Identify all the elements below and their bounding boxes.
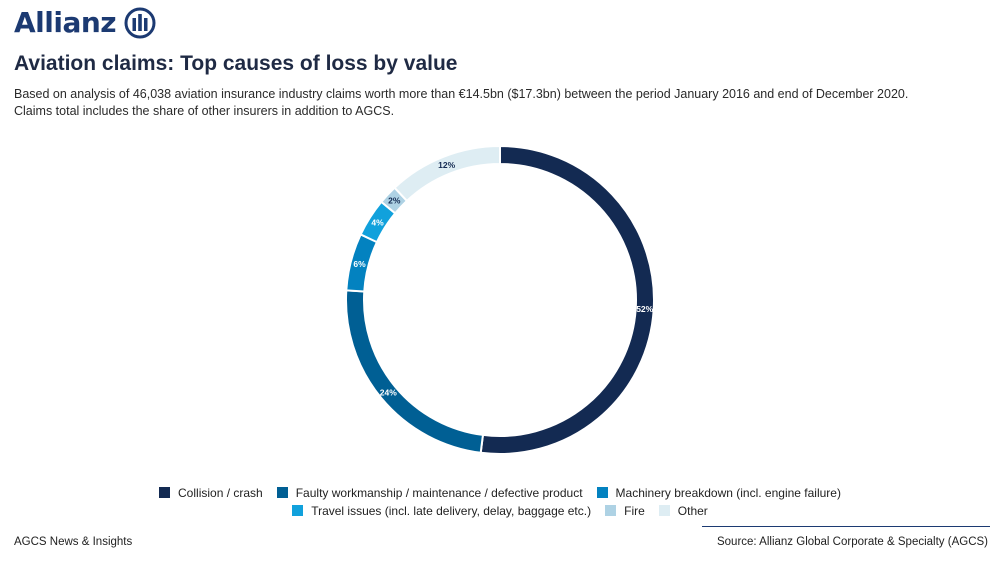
footer-publisher: AGCS News & Insights	[14, 536, 133, 548]
chart-title: Aviation claims: Top causes of loss by v…	[14, 52, 458, 75]
subtitle-line-2: Claims total includes the share of other…	[14, 104, 395, 118]
allianz-eagle-icon	[124, 7, 156, 38]
donut-slice	[345, 289, 485, 454]
subtitle-line-1: Based on analysis of 46,038 aviation ins…	[14, 87, 909, 101]
brand-logo: Allianz	[14, 6, 156, 39]
slice-data-label: 6%	[353, 259, 366, 269]
donut-slice	[393, 144, 501, 203]
brand-name: Allianz	[14, 6, 117, 39]
legend-item-travel-issues: Travel issues (incl. late delivery, dela…	[292, 502, 591, 519]
legend-item-collision: Collision / crash	[159, 484, 263, 501]
legend-label: Travel issues (incl. late delivery, dela…	[311, 503, 592, 518]
chart-legend: Collision / crash Faulty workmanship / m…	[0, 484, 1000, 520]
slice-data-label: 52%	[636, 304, 653, 314]
footer-source: Source: Allianz Global Corporate & Speci…	[716, 536, 988, 548]
legend-swatch	[596, 487, 608, 498]
slice-data-label: 4%	[371, 217, 384, 227]
legend-label: Faulty workmanship / maintenance / defec…	[295, 485, 583, 500]
legend-label: Other	[677, 503, 708, 518]
slice-data-label: 12%	[438, 160, 455, 170]
slice-data-label: 24%	[380, 387, 397, 397]
legend-row-1: Collision / crash Faulty workmanship / m…	[0, 484, 1000, 501]
legend-item-other: Other	[658, 502, 708, 519]
footer-divider	[702, 526, 990, 527]
donut-slice	[479, 144, 655, 455]
legend-swatch	[159, 487, 171, 498]
legend-swatch	[292, 505, 304, 516]
legend-item-machinery-breakdown: Machinery breakdown (incl. engine failur…	[596, 484, 841, 501]
legend-swatch	[276, 487, 288, 498]
legend-row-2: Travel issues (incl. late delivery, dela…	[0, 502, 1000, 519]
legend-label: Fire	[624, 503, 645, 518]
legend-label: Machinery breakdown (incl. engine failur…	[615, 485, 841, 500]
legend-swatch	[605, 505, 617, 516]
legend-swatch	[658, 505, 670, 516]
legend-label: Collision / crash	[178, 485, 263, 500]
slice-data-label: 2%	[388, 196, 401, 206]
legend-item-fire: Fire	[605, 502, 645, 519]
chart-subtitle: Based on analysis of 46,038 aviation ins…	[14, 86, 984, 120]
legend-item-faulty-workmanship: Faulty workmanship / maintenance / defec…	[276, 484, 583, 501]
